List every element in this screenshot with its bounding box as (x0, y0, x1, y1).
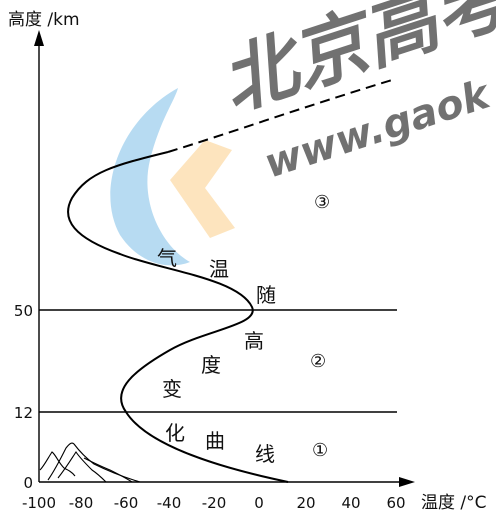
x-tick-label: 0 (254, 494, 264, 512)
curve-label-char: 化 (165, 421, 185, 445)
x-tick-label: -80 (69, 494, 94, 512)
curve-label-char: 线 (255, 442, 275, 466)
curve-label: 气 温 随 高 度 变 化 曲 线 (157, 246, 276, 466)
curve-label-char: 温 (209, 257, 229, 281)
curve-label-char: 曲 (205, 429, 225, 453)
layer-label-upper-atmosphere: ③ (314, 192, 330, 213)
y-axis-label: 高度 /km (8, 10, 80, 30)
y-tick-labels: 0 12 50 (14, 302, 33, 492)
watermark-logo-blue-swoosh (110, 88, 190, 266)
x-tick-labels: -100 -80 -60 -40 -20 0 20 40 60 (22, 494, 406, 512)
curve-label-char: 变 (162, 377, 182, 401)
x-tick-label: -20 (202, 494, 227, 512)
curve-label-char: 高 (244, 329, 264, 353)
y-tick-label: 0 (23, 474, 33, 492)
x-tick-label: 20 (296, 494, 315, 512)
curve-label-char: 度 (201, 353, 221, 377)
mountain-silhouette (39, 442, 141, 483)
y-axis-arrow (34, 30, 44, 46)
x-tick-label: 40 (341, 494, 360, 512)
x-axis-arrow (399, 477, 415, 487)
y-tick-label: 50 (14, 302, 33, 320)
temperature-curve (67, 151, 289, 483)
watermark: 北京高考 www.gaok (110, 0, 496, 266)
curve-label-char: 气 (157, 246, 177, 270)
layer-label-troposphere: ① (312, 440, 328, 461)
x-tick-label: -60 (114, 494, 139, 512)
x-axis-label: 温度 /°C (421, 493, 487, 513)
x-tick-label: 60 (386, 494, 405, 512)
curve-label-char: 随 (256, 283, 276, 307)
x-tick-label: -100 (22, 494, 56, 512)
y-tick-label: 12 (14, 404, 33, 422)
temperature-curve-extrapolated (167, 79, 393, 153)
watermark-logo-orange-chevron (170, 140, 235, 238)
layer-label-stratosphere: ② (310, 351, 326, 372)
x-tick-label: -40 (157, 494, 182, 512)
